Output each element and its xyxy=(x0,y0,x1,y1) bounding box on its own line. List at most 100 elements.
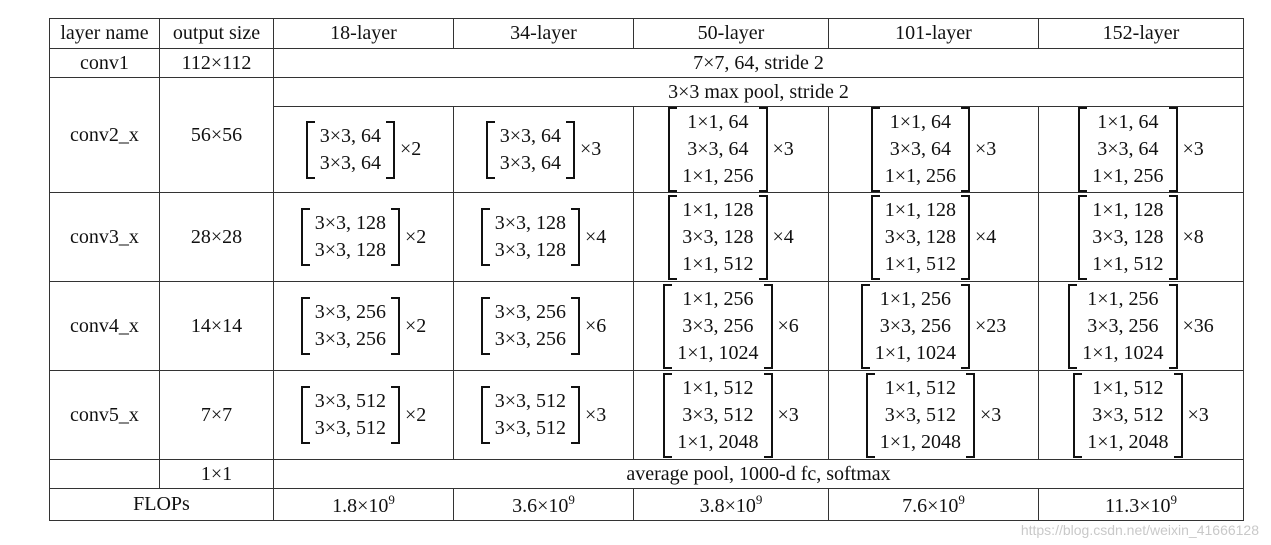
block-config-cell: 3×3, 64 3×3, 64 ×3 xyxy=(453,106,634,193)
block-group: 1×1, 512 3×3, 512 1×1, 2048 ×3 xyxy=(1073,372,1209,458)
header-cell: 18-layer xyxy=(273,18,454,49)
block-line: 1×1, 512 xyxy=(884,376,956,399)
block-group: 3×3, 256 3×3, 256 ×6 xyxy=(480,297,607,355)
block-config-cell: 1×1, 128 3×3, 128 1×1, 512 ×8 xyxy=(1038,192,1244,282)
output-size-cell: 28×28 xyxy=(159,192,274,282)
block-group: 1×1, 128 3×3, 128 1×1, 512 ×4 xyxy=(668,194,794,280)
stage-row: conv4_x 14×14 3×3, 256 3×3, 256 ×2 3×3, 256 3×… xyxy=(49,281,1244,371)
block-multiplier: ×3 xyxy=(975,138,997,160)
bracket-matrix: 3×3, 64 3×3, 64 xyxy=(485,120,575,179)
header-cell: 152-layer xyxy=(1038,18,1244,49)
block-config-cell: 3×3, 512 3×3, 512 ×2 xyxy=(273,370,454,460)
block-line: 3×3, 512 xyxy=(884,403,956,426)
block-line: 3×3, 64 xyxy=(687,138,749,160)
block-line: 1×1, 128 xyxy=(682,198,754,221)
bracket-matrix: 1×1, 512 3×3, 512 1×1, 2048 xyxy=(1073,372,1183,458)
block-config-cell: 3×3, 128 3×3, 128 ×2 xyxy=(273,192,454,282)
block-group: 3×3, 512 3×3, 512 ×3 xyxy=(480,386,607,444)
block-line: 3×3, 256 xyxy=(494,328,566,350)
final-row: 1×1 average pool, 1000-d fc, softmax xyxy=(49,459,1244,489)
header-row: layer name output size 18-layer 34-layer… xyxy=(49,18,1244,49)
block-line: 1×1, 1024 xyxy=(1082,341,1164,364)
block-config-cell: 1×1, 64 3×3, 64 1×1, 256 ×3 xyxy=(633,106,829,193)
flops-cell: 1.8×109 xyxy=(273,488,454,521)
watermark: https://blog.csdn.net/weixin_41666128 xyxy=(1020,522,1259,538)
block-line: 3×3, 256 xyxy=(682,314,754,337)
block-multiplier: ×2 xyxy=(400,138,422,160)
block-config-cell: 3×3, 64 3×3, 64 ×2 xyxy=(273,106,454,193)
block-line: 3×3, 256 xyxy=(494,301,566,323)
block-multiplier: ×6 xyxy=(777,314,799,337)
stage-row: conv5_x 7×7 3×3, 512 3×3, 512 ×2 3×3, 512 3×3,… xyxy=(49,370,1244,460)
bracket-matrix: 1×1, 512 3×3, 512 1×1, 2048 xyxy=(663,372,773,458)
bracket-matrix: 3×3, 512 3×3, 512 xyxy=(480,386,580,444)
block-line: 1×1, 64 xyxy=(889,111,951,133)
pool-config-cell: 3×3 max pool, stride 2 xyxy=(273,77,1244,107)
block-line: 1×1, 256 xyxy=(682,287,754,310)
block-group: 1×1, 256 3×3, 256 1×1, 1024 ×36 xyxy=(1068,283,1214,369)
block-line: 3×3, 64 xyxy=(319,151,381,174)
block-line: 3×3, 512 xyxy=(494,390,566,412)
block-config-cell: 3×3, 512 3×3, 512 ×3 xyxy=(453,370,634,460)
block-multiplier: ×2 xyxy=(405,225,427,248)
block-multiplier: ×36 xyxy=(1182,314,1214,337)
flops-cell: 3.8×109 xyxy=(633,488,829,521)
block-config-cell: 1×1, 512 3×3, 512 1×1, 2048 ×3 xyxy=(633,370,829,460)
layer-name-cell: conv1 xyxy=(49,48,160,78)
block-config-cell: 3×3, 256 3×3, 256 ×2 xyxy=(273,281,454,371)
resnet-architecture-table: layer name output size 18-layer 34-layer… xyxy=(49,18,1244,521)
bracket-matrix: 3×3, 256 3×3, 256 xyxy=(480,297,580,355)
block-line: 3×3, 64 xyxy=(499,151,561,174)
block-line: 3×3, 512 xyxy=(314,390,386,412)
block-line: 3×3, 64 xyxy=(319,124,381,147)
bracket-matrix: 1×1, 128 3×3, 128 1×1, 512 xyxy=(1078,194,1178,280)
layer-name-cell: conv4_x xyxy=(49,281,160,371)
bracket-matrix: 3×3, 128 3×3, 128 xyxy=(300,208,400,266)
block-line: 1×1, 2048 xyxy=(1087,430,1169,453)
block-line: 3×3, 512 xyxy=(1092,403,1164,426)
output-size-cell: 56×56 xyxy=(159,77,274,193)
block-line: 1×1, 2048 xyxy=(879,430,961,453)
layer-name-cell: conv3_x xyxy=(49,192,160,282)
bracket-matrix: 1×1, 256 3×3, 256 1×1, 1024 xyxy=(1068,283,1178,369)
block-line: 3×3, 64 xyxy=(499,124,561,147)
header-cell: 101-layer xyxy=(828,18,1039,49)
block-config-cell: 1×1, 128 3×3, 128 1×1, 512 ×4 xyxy=(633,192,829,282)
block-multiplier: ×3 xyxy=(777,403,799,426)
block-multiplier: ×23 xyxy=(975,314,1007,337)
block-config-cell: 1×1, 256 3×3, 256 1×1, 1024 ×23 xyxy=(828,281,1039,371)
bracket-matrix: 3×3, 128 3×3, 128 xyxy=(480,208,580,266)
block-group: 1×1, 64 3×3, 64 1×1, 256 ×3 xyxy=(1078,107,1204,192)
block-multiplier: ×4 xyxy=(585,225,607,248)
block-group: 3×3, 256 3×3, 256 ×2 xyxy=(300,297,426,355)
bracket-matrix: 1×1, 64 3×3, 64 1×1, 256 xyxy=(668,107,768,192)
block-group: 1×1, 512 3×3, 512 1×1, 2048 ×3 xyxy=(865,372,1001,458)
output-size-cell: 1×1 xyxy=(159,459,274,489)
stages-body: conv2_x 56×56 3×3 max pool, stride 2 3×3, 6… xyxy=(49,77,1244,460)
block-group: 1×1, 128 3×3, 128 1×1, 512 ×4 xyxy=(870,194,996,280)
output-size-cell: 7×7 xyxy=(159,370,274,460)
block-line: 3×3, 64 xyxy=(1097,138,1159,160)
block-line: 3×3, 128 xyxy=(682,225,754,248)
block-line: 1×1, 512 xyxy=(1092,376,1164,399)
header-cell: output size xyxy=(159,18,274,49)
layer-name-cell: conv5_x xyxy=(49,370,160,460)
block-line: 1×1, 256 xyxy=(884,165,956,187)
flops-row: FLOPs 1.8×109 3.6×109 3.8×109 7.6×109 11… xyxy=(49,488,1244,521)
block-config-cell: 1×1, 64 3×3, 64 1×1, 256 ×3 xyxy=(1038,106,1244,193)
block-line: 3×3, 256 xyxy=(314,328,386,350)
layer-name-cell xyxy=(49,459,160,489)
header-cell: layer name xyxy=(49,18,160,49)
block-group: 1×1, 512 3×3, 512 1×1, 2048 ×3 xyxy=(663,372,799,458)
stage-row: 3×3, 64 3×3, 64 ×2 3×3, 64 3×3, 64 ×3 1×1, 64 3… xyxy=(50,106,1244,193)
block-multiplier: ×2 xyxy=(405,403,427,426)
block-multiplier: ×3 xyxy=(1187,403,1209,426)
block-multiplier: ×3 xyxy=(585,403,607,426)
block-config-cell: 1×1, 64 3×3, 64 1×1, 256 ×3 xyxy=(828,106,1039,193)
block-line: 3×3, 128 xyxy=(884,225,956,248)
block-config-cell: 1×1, 512 3×3, 512 1×1, 2048 ×3 xyxy=(828,370,1039,460)
block-multiplier: ×6 xyxy=(585,314,607,337)
block-group: 3×3, 64 3×3, 64 ×2 xyxy=(305,120,422,179)
block-config-cell: 3×3, 128 3×3, 128 ×4 xyxy=(453,192,634,282)
block-line: 1×1, 512 xyxy=(682,252,754,275)
